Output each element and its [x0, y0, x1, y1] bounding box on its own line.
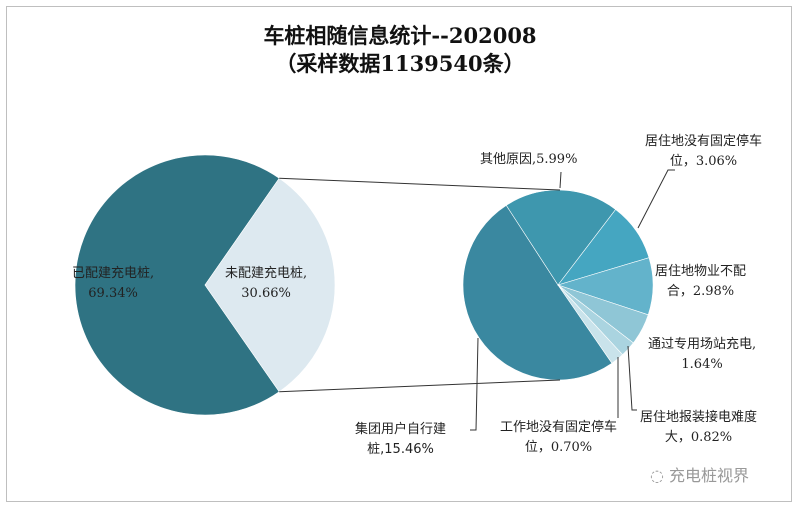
label-line: 居住地报装接电难度 [640, 410, 758, 425]
label-line: 未配建充电桩, [225, 266, 308, 281]
label-no-fixed-parking: 居住地没有固定停车 位，3.06% [645, 132, 762, 172]
secondary-slice-6 [557, 284, 623, 364]
label-line: 大，0.82% [664, 430, 733, 445]
leader-line [637, 169, 675, 229]
watermark-text: 充电桩视界 [669, 466, 750, 485]
label-work-parking: 工作地没有固定停车 位，0.70% [500, 418, 617, 458]
watermark: ◌ 充电桩视界 [650, 462, 749, 486]
connector-line-top [279, 177, 561, 191]
chart-title: 车桩相随信息统计--202008 [263, 23, 537, 48]
label-not-configured: 未配建充电桩, 30.66% [225, 264, 307, 304]
leader-line [470, 337, 479, 431]
label-line: 集团用户自行建 [355, 422, 447, 437]
label-line: 合，2.98% [666, 284, 735, 299]
label-configured: 已配建充电桩, 69.34% [72, 264, 154, 304]
secondary-slice-0 [462, 204, 613, 381]
label-line: 工作地没有固定停车 [500, 420, 618, 435]
label-line: 居住地没有固定停车 [645, 134, 763, 149]
label-line: 其他原因,5.99% [480, 152, 578, 167]
label-line: 居住地物业不配 [655, 264, 747, 279]
label-line: 1.64% [681, 357, 723, 372]
label-line: 桩,15.46% [367, 442, 434, 457]
chart-frame [6, 6, 792, 502]
label-line: 已配建充电桩, [72, 266, 155, 281]
label-line: 30.66% [241, 286, 291, 301]
pie-slice-not-configured [204, 177, 336, 393]
connector-line-bottom [279, 379, 561, 393]
label-line: 位，3.06% [669, 154, 738, 169]
label-line: 69.34% [88, 286, 138, 301]
leader-line [627, 345, 637, 411]
label-other-reasons: 其他原因,5.99% [480, 150, 577, 170]
label-property: 居住地物业不配 合，2.98% [655, 262, 746, 302]
pie-slice-configured [74, 154, 280, 416]
label-group-user: 集团用户自行建 桩,15.46% [355, 420, 446, 460]
leader-line [559, 171, 562, 189]
secondary-slice-1 [505, 189, 617, 286]
wechat-icon: ◌ [650, 466, 670, 485]
label-dedicated-station: 通过专用场站充电, 1.64% [648, 335, 756, 375]
label-line: 通过专用场站充电, [648, 337, 757, 352]
label-line: 位，0.70% [524, 440, 593, 455]
chart-subtitle: （采样数据1139540条） [275, 51, 525, 76]
label-power-difficulty: 居住地报装接电难度 大，0.82% [640, 408, 757, 448]
